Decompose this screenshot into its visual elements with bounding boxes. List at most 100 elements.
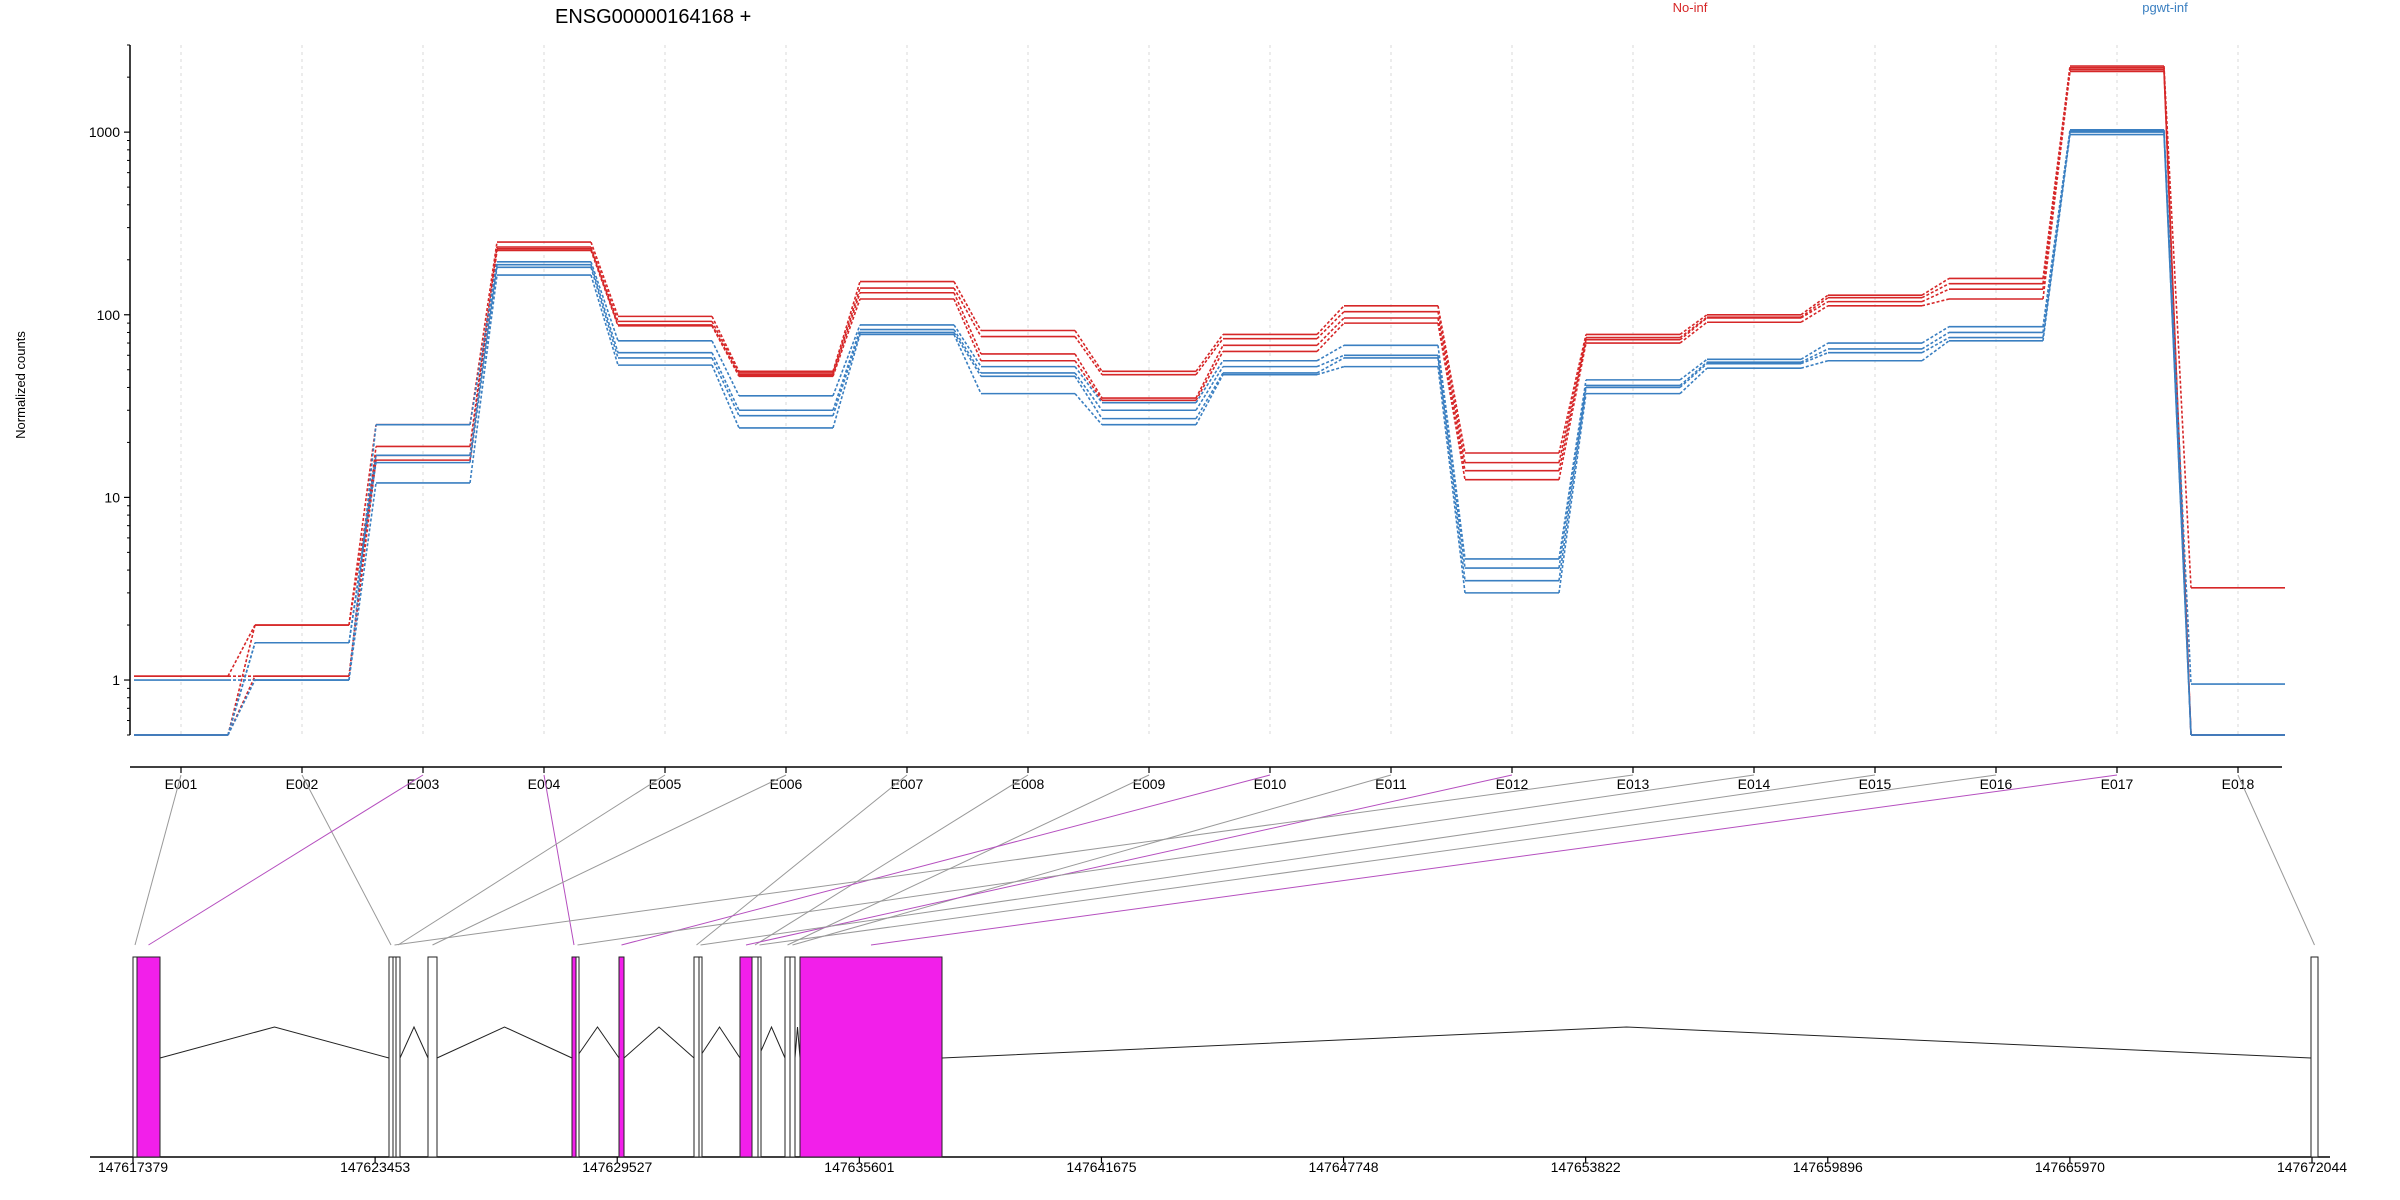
exon-box-e002 [388,956,394,1158]
genomic-tick-label: 147653822 [1551,1159,1621,1175]
exon-connectors [134,774,2315,946]
connector-e007 [696,774,908,946]
exon-box-e009 [784,956,791,1158]
genomic-tick-label: 147635601 [824,1159,894,1175]
x-tick-label-e016: E016 [1980,776,2013,792]
exon-box-e012 [739,956,753,1158]
intron-line [941,1026,2312,1059]
series-transition [1800,297,1829,318]
series-transition [1679,321,1708,344]
x-tick-label-e002: E002 [286,776,319,792]
series-transition [1558,385,1587,569]
series-transition [469,261,498,425]
y-tick-label: 100 [97,307,121,323]
series-transition [1437,317,1466,471]
series-transition [1558,337,1587,463]
series-transition [227,624,256,736]
exon-box-e018 [2310,956,2319,1158]
series-transition [1679,361,1708,387]
series-transition [711,364,740,429]
genomic-tick-label: 147629527 [582,1159,652,1175]
connector-e008 [754,774,1029,946]
series-transition [1800,294,1829,316]
series-lines [134,65,2285,736]
connector-e006 [432,774,787,946]
series-transition [953,324,982,368]
series-transition [2163,134,2192,736]
series-pgwt-inf-4 [134,128,2285,685]
intron-line [399,1025,429,1059]
genomic-tick-label: 147659896 [1793,1159,1863,1175]
connector-e001 [134,774,182,946]
series-transition [1921,282,1950,299]
intron-line [159,1026,390,1059]
series-transition [1558,342,1587,480]
intron-line [698,1026,741,1059]
series-transition [1800,305,1829,323]
series-transition [1074,375,1103,420]
series-transition [348,482,377,681]
x-tick-label-e018: E018 [2222,776,2255,792]
axes: 1 10 100 1000 E001 E002 E003 E004 E005 E006 E007 E0… [89,44,2282,792]
x-tick-label-e006: E006 [770,776,803,792]
grid-lines [180,45,2239,735]
series-transition [832,298,861,377]
series-transition [1316,311,1345,340]
genomic-tick-label: 147647748 [1308,1159,1378,1175]
series-transition [1558,393,1587,593]
series-transition [1921,331,1950,350]
series-transition [1074,393,1103,426]
series-pgwt-inf-5 [134,130,2285,736]
exon-box-e016 [757,956,762,1158]
x-tick-label-e009: E009 [1133,776,1166,792]
exon-box-e004 [571,956,577,1158]
exon-box-e008 [751,956,759,1158]
exon-box-e001 [132,956,138,1158]
series-transition [1074,336,1103,376]
genomic-tick-label: 147623453 [340,1159,410,1175]
x-tick-label-e003: E003 [407,776,440,792]
series-transition [1558,334,1587,454]
series-transition [1195,351,1224,401]
series-transition [348,462,377,643]
series-transition [1558,339,1587,471]
series-transition [1195,372,1224,420]
series-transition [1679,316,1708,339]
series-transition [1437,322,1466,480]
series-no-inf-2 [134,68,2285,736]
series-transition [832,332,861,416]
series-transition [1074,330,1103,372]
connector-e009 [787,774,1150,946]
exon-box-e006 [427,956,438,1158]
series-transition [1316,357,1345,374]
exon-box-e017 [799,956,943,1158]
series-transition [1800,359,1829,369]
series-transition [1195,338,1224,376]
series-transition [832,334,861,429]
series-transition [590,250,619,327]
x-tick-label-e004: E004 [528,776,561,792]
connector-e015 [700,774,1876,946]
series-transition [590,274,619,366]
series-transition [227,624,256,677]
exon-box-e014 [575,956,580,1158]
series-transition [953,281,982,331]
series-transition [711,357,740,417]
connector-e011 [792,774,1392,946]
series-transition [590,261,619,342]
x-tick-label-e005: E005 [649,776,682,792]
series-transition [1437,305,1466,454]
series-pgwt-inf-7 [134,133,2285,736]
series-no-inf-1 [134,67,2285,736]
connector-e013 [394,774,1634,946]
series-transition [1437,355,1466,569]
series-transition [2163,71,2192,736]
x-tick-label-e014: E014 [1738,776,1771,792]
series-transition [1437,345,1466,560]
series-transition [1316,322,1345,352]
series-transition [1921,340,1950,362]
series-transition [1679,363,1708,389]
series-transition [1316,344,1345,362]
exon-box-e003 [136,956,161,1158]
series-transition [1437,366,1466,593]
